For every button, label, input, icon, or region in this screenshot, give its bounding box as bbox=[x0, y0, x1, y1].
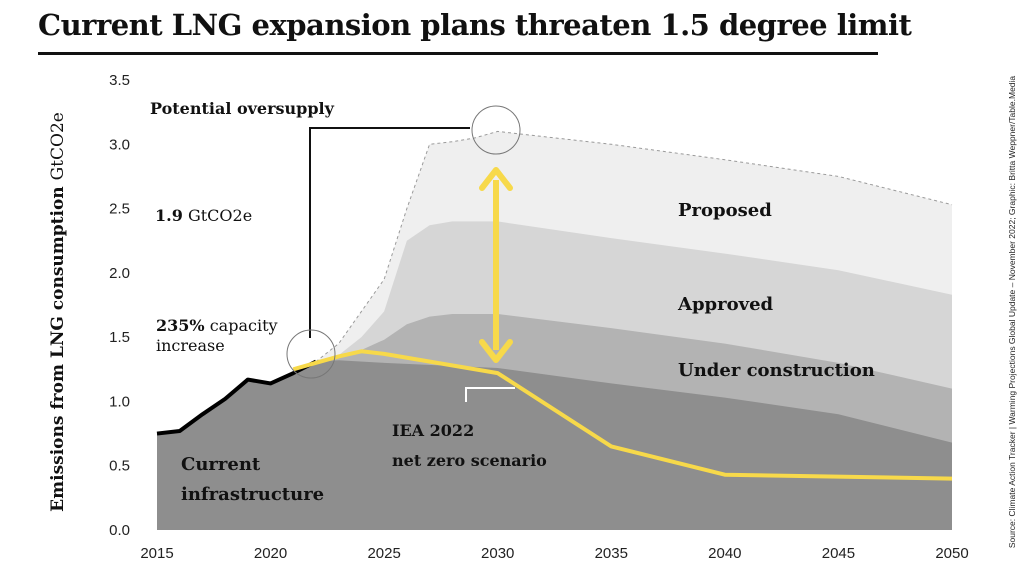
x-tick-label: 2030 bbox=[481, 545, 514, 562]
y-tick-label: 2.5 bbox=[109, 201, 130, 218]
title-underline bbox=[38, 52, 878, 55]
proposed-label: Proposed bbox=[678, 200, 772, 221]
gt-value: 1.9 bbox=[155, 206, 183, 225]
x-tick-label: 2050 bbox=[935, 545, 968, 562]
capacity-value: 235% bbox=[156, 316, 205, 335]
oversupply-label: Potential oversupply bbox=[150, 99, 335, 118]
area-layers bbox=[157, 131, 952, 530]
proposed-outline bbox=[315, 130, 953, 362]
x-tick-label: 2015 bbox=[140, 545, 173, 562]
capacity-label: 235% capacity bbox=[156, 316, 278, 335]
iea-net-zero-line bbox=[292, 349, 953, 481]
oversupply-peak-circle bbox=[471, 105, 521, 155]
gt-unit: GtCO2e bbox=[188, 206, 252, 225]
oversupply-callout-line bbox=[309, 127, 470, 338]
capacity-start-circle bbox=[286, 329, 336, 379]
y-tick-label: 0.5 bbox=[109, 458, 130, 475]
iea-label-line2: net zero scenario bbox=[392, 451, 547, 470]
iea-label: IEA 2022 bbox=[392, 421, 474, 440]
capacity-label-line2: increase bbox=[156, 336, 225, 355]
y-tick-label: 1.5 bbox=[109, 329, 130, 346]
historic-emissions-line bbox=[156, 359, 317, 436]
iea-callout-line bbox=[465, 387, 515, 402]
axis-ticks: 0.0 0.5 1.0 1.5 2.0 2.5 3.0 3.5 2015 2020 2025 2030… bbox=[109, 72, 969, 562]
callout-decorations bbox=[286, 105, 521, 402]
annotations: Potential oversupply 1.9 GtCO2e 235% cap… bbox=[150, 99, 875, 505]
chart-title: Current LNG expansion plans threaten 1.5… bbox=[38, 8, 912, 42]
y-tick-label: 1.0 bbox=[109, 393, 130, 410]
x-tick-label: 2035 bbox=[595, 545, 628, 562]
under-construction-label: Under construction bbox=[678, 360, 875, 381]
gt-value-label: 1.9 GtCO2e bbox=[155, 206, 252, 225]
area-current-infrastructure bbox=[157, 360, 952, 530]
current-infrastructure-label: Current bbox=[181, 454, 261, 475]
x-tick-label: 2040 bbox=[708, 545, 741, 562]
capacity-text: capacity bbox=[210, 316, 278, 335]
y-tick-label: 3.0 bbox=[109, 136, 130, 153]
x-tick-label: 2045 bbox=[822, 545, 855, 562]
y-tick-label: 0.0 bbox=[109, 522, 130, 539]
line-layers bbox=[156, 130, 953, 481]
current-infrastructure-label-line2: infrastructure bbox=[181, 484, 324, 505]
x-tick-label: 2020 bbox=[254, 545, 287, 562]
y-tick-label: 2.0 bbox=[109, 265, 130, 282]
oversupply-double-arrow bbox=[479, 167, 513, 363]
x-tick-label: 2025 bbox=[367, 545, 400, 562]
y-tick-label: 3.5 bbox=[109, 72, 130, 89]
approved-label: Approved bbox=[677, 294, 774, 315]
